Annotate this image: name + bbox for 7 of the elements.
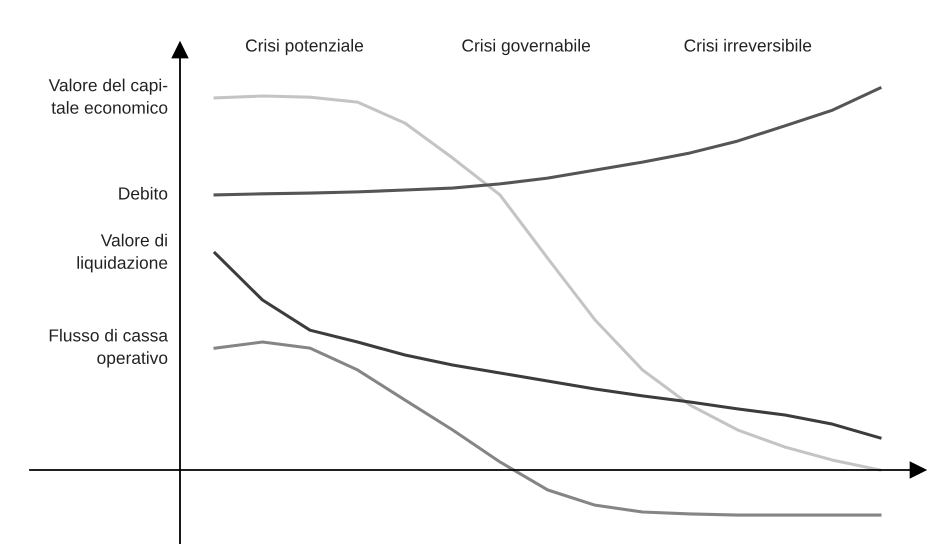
text: Crisi governabile xyxy=(462,38,590,56)
text: Flusso di cassa operativo xyxy=(50,328,168,368)
text: Valore di liquidazione xyxy=(77,234,168,272)
text: Valore del capi- tale economico xyxy=(48,78,168,114)
text: Crisi irreversibile xyxy=(684,38,812,52)
text: Debito xyxy=(119,186,168,200)
text: Crisi potenziale xyxy=(246,38,364,56)
